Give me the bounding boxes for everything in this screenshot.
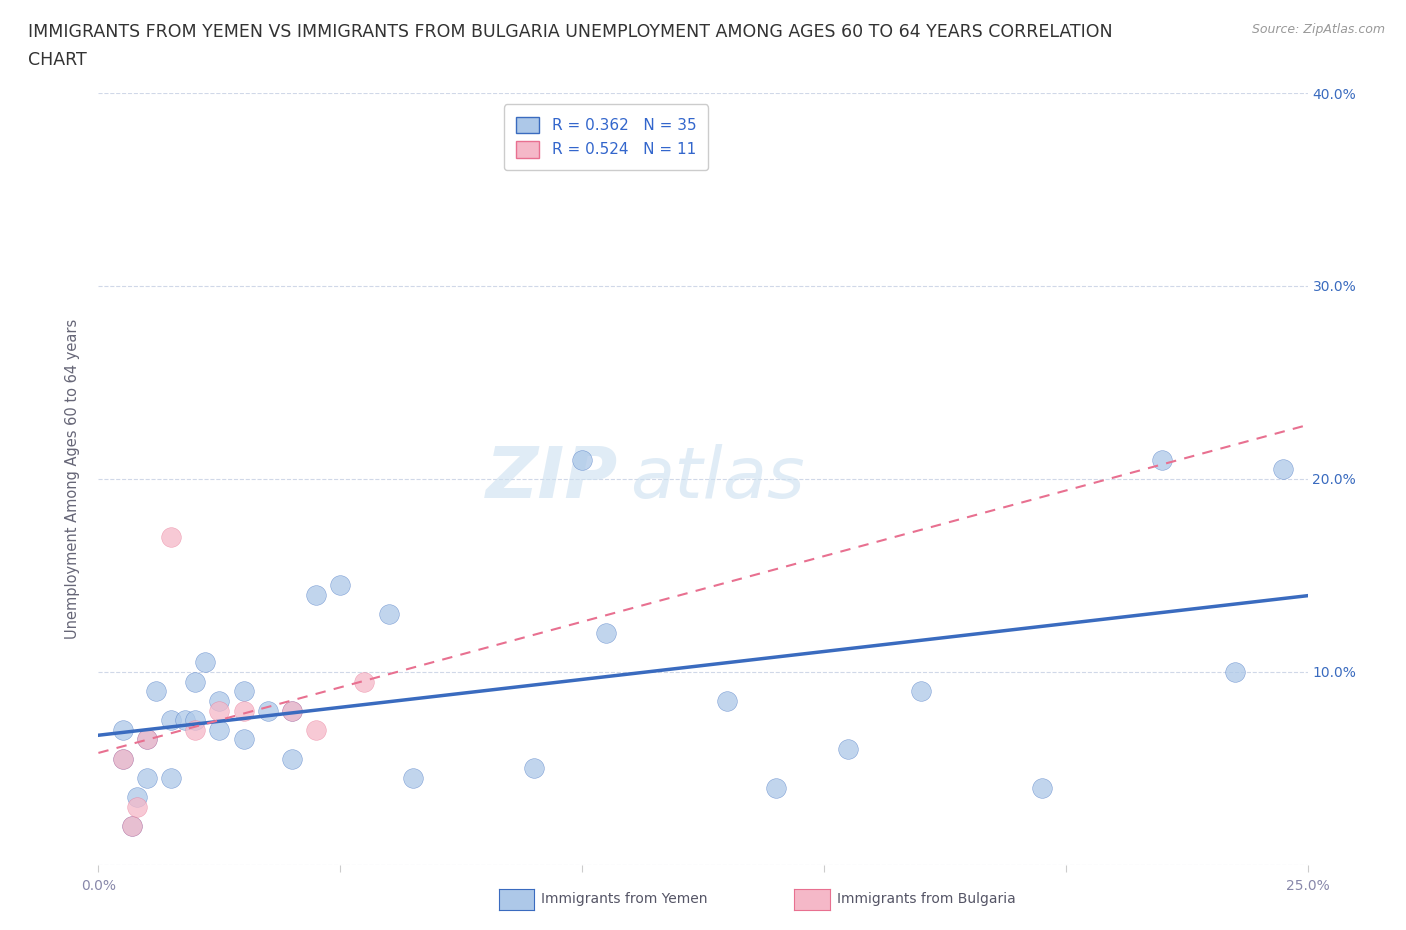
Point	[595, 626, 617, 641]
Point	[127, 800, 149, 815]
Point	[232, 684, 254, 698]
Point	[281, 703, 304, 718]
Point	[135, 771, 157, 786]
Point	[232, 732, 254, 747]
Point	[160, 712, 183, 727]
Point	[208, 694, 231, 709]
Point	[121, 819, 143, 834]
Legend: R = 0.362   N = 35, R = 0.524   N = 11: R = 0.362 N = 35, R = 0.524 N = 11	[505, 104, 709, 170]
Point	[1272, 462, 1295, 477]
Point	[910, 684, 932, 698]
Point	[281, 751, 304, 766]
Point	[402, 771, 425, 786]
Point	[160, 529, 183, 544]
Point	[135, 732, 157, 747]
Point	[184, 723, 207, 737]
Text: ZIP: ZIP	[486, 445, 619, 513]
Point	[174, 712, 197, 727]
Point	[305, 723, 328, 737]
Point	[523, 761, 546, 776]
Point	[571, 452, 593, 467]
Point	[184, 712, 207, 727]
Point	[281, 703, 304, 718]
Point	[145, 684, 167, 698]
Point	[111, 723, 134, 737]
Point	[1152, 452, 1174, 467]
Text: CHART: CHART	[28, 51, 87, 69]
Point	[837, 742, 859, 757]
Text: IMMIGRANTS FROM YEMEN VS IMMIGRANTS FROM BULGARIA UNEMPLOYMENT AMONG AGES 60 TO : IMMIGRANTS FROM YEMEN VS IMMIGRANTS FROM…	[28, 23, 1112, 41]
Point	[184, 674, 207, 689]
Point	[232, 703, 254, 718]
Point	[377, 606, 399, 621]
Point	[1223, 665, 1246, 680]
Point	[305, 588, 328, 603]
Point	[135, 732, 157, 747]
Point	[256, 703, 278, 718]
Point	[208, 723, 231, 737]
Point	[111, 751, 134, 766]
Point	[160, 771, 183, 786]
Point	[1031, 780, 1053, 795]
Point	[121, 819, 143, 834]
Point	[329, 578, 352, 592]
Text: atlas: atlas	[630, 445, 806, 513]
Point	[765, 780, 787, 795]
Text: Immigrants from Bulgaria: Immigrants from Bulgaria	[837, 892, 1015, 907]
Text: Immigrants from Yemen: Immigrants from Yemen	[541, 892, 707, 907]
Point	[111, 751, 134, 766]
Point	[208, 703, 231, 718]
Point	[194, 655, 217, 670]
Y-axis label: Unemployment Among Ages 60 to 64 years: Unemployment Among Ages 60 to 64 years	[65, 319, 80, 639]
Point	[353, 674, 375, 689]
Point	[127, 790, 149, 804]
Point	[716, 694, 738, 709]
Text: Source: ZipAtlas.com: Source: ZipAtlas.com	[1251, 23, 1385, 36]
